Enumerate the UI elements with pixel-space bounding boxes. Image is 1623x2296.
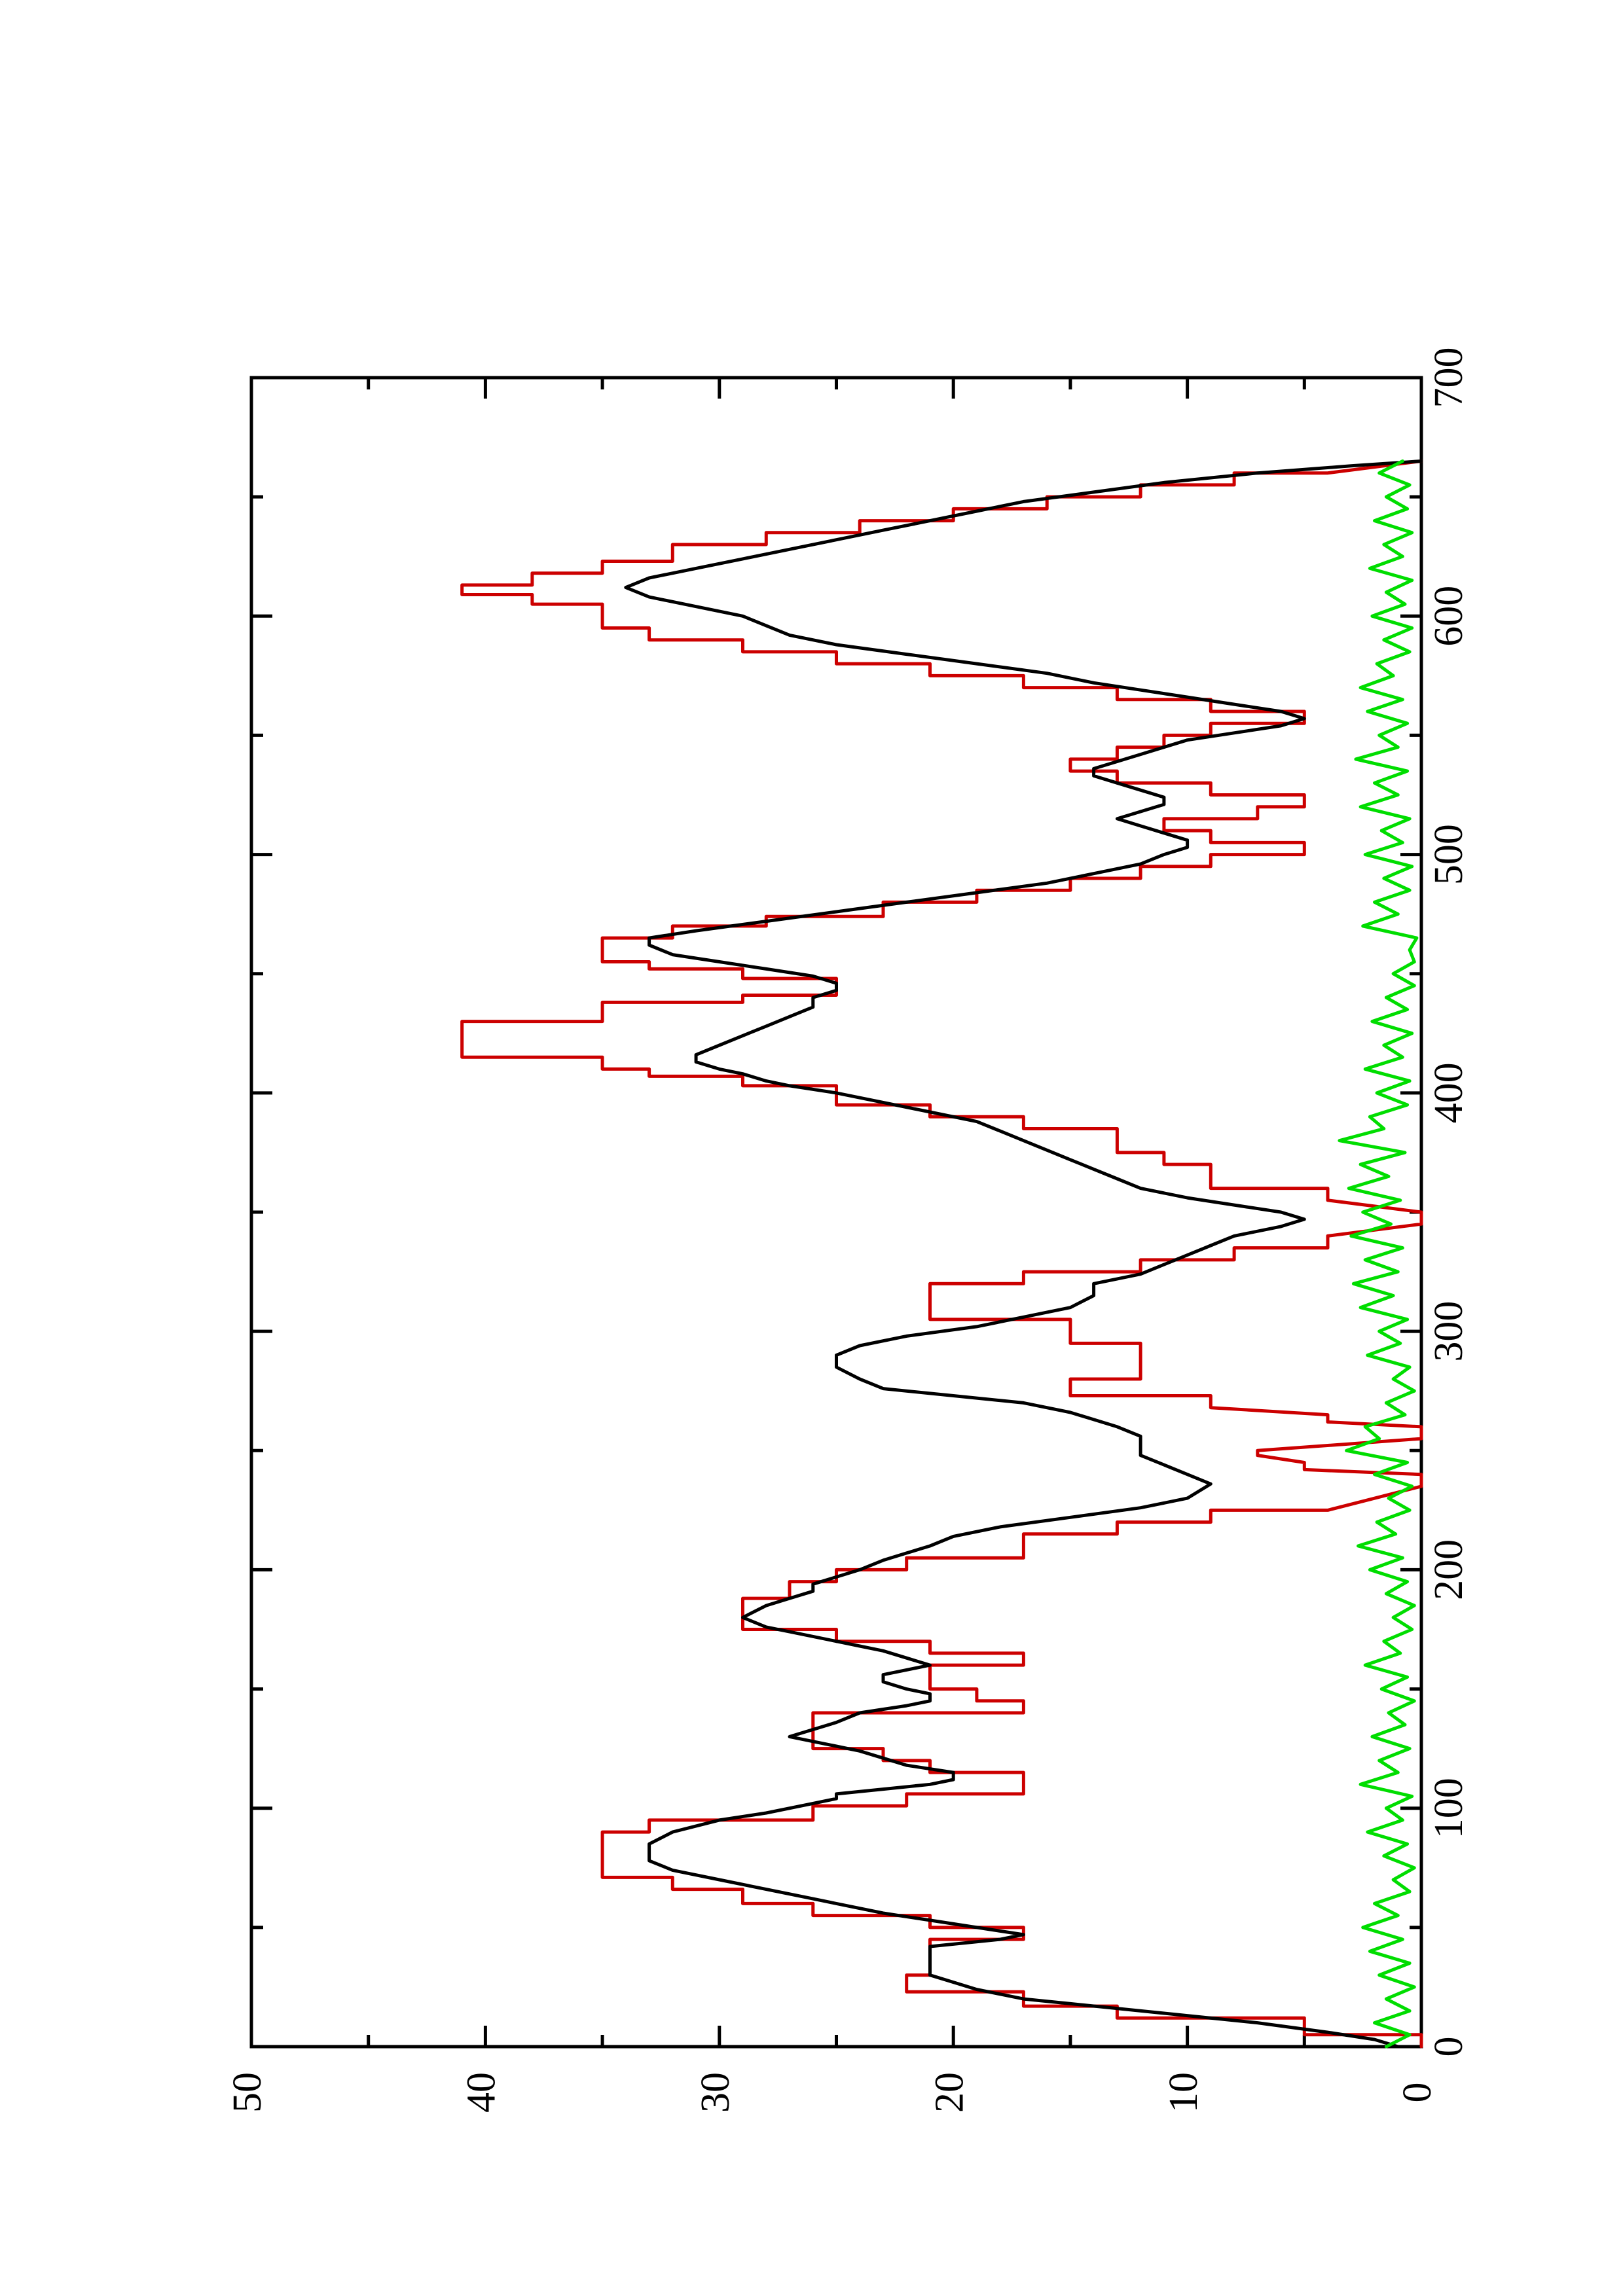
x-tick-label: 700 [1427,348,1471,408]
y-tick-label: 0 [1395,2083,1440,2103]
series-line-3 [1338,459,1419,2049]
x-tick-label: 600 [1427,586,1471,647]
y-tick-label: 20 [927,2072,972,2113]
y-tick-label: 40 [460,2072,504,2113]
x-tick-label: 400 [1427,1062,1471,1123]
tick-labels: 0 100 200 300 400 500 600 700 0 10 20 30 40 50 [225,348,1471,2113]
x-tick-label: 500 [1427,824,1471,885]
series-layer [460,459,1423,2049]
x-tick-label: 100 [1427,1778,1471,1839]
series-line-2 [624,459,1423,2049]
y-tick-label: 10 [1161,2072,1206,2113]
x-tick-label: 200 [1427,1539,1471,1600]
x-tick-label: 300 [1427,1301,1471,1362]
x-tick-label: 0 [1427,2037,1471,2057]
ticks [249,376,1423,2049]
series-line-1 [460,459,1423,2049]
y-tick-label: 30 [693,2072,738,2113]
y-tick-label: 50 [225,2072,270,2113]
